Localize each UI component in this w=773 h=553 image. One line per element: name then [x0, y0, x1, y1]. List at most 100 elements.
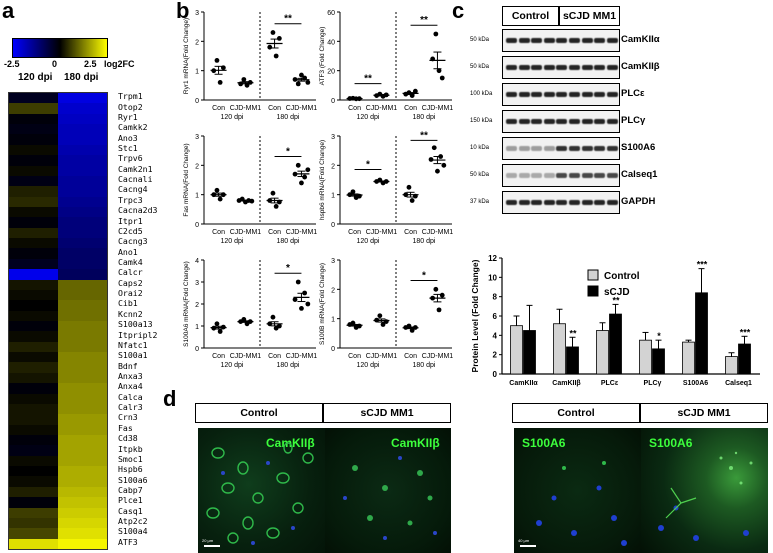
data-point [305, 167, 311, 173]
group-label: 180 dpi [413, 362, 436, 369]
heatmap-gene-label: Trpv6 [118, 153, 143, 164]
wb-band [581, 38, 593, 43]
heatmap-cell [9, 435, 58, 446]
heatmap-cell [9, 269, 58, 281]
heatmap-cell [9, 300, 58, 312]
data-point [217, 329, 223, 334]
heatmap-cell [58, 517, 107, 529]
legend-swatch [587, 285, 599, 297]
data-point [431, 145, 437, 151]
wb-band [518, 38, 530, 43]
heatmap-gene-label: Cacng4 [118, 184, 148, 195]
data-point [292, 297, 298, 302]
wb-protein-label: CamKIIα [621, 34, 660, 45]
y-tick-label: 0 [331, 98, 335, 105]
wb-band [606, 200, 618, 205]
heatmap-cell [58, 362, 107, 374]
heatmap-cell [58, 258, 107, 270]
y-tick-label: 1 [195, 69, 199, 76]
data-point [350, 189, 356, 195]
heatmap-gene-label: Cabp7 [118, 485, 143, 495]
x-tick-label: Con [268, 105, 281, 112]
heatmap-cell [58, 352, 107, 363]
protein-bar-chart: 0 2 4 6 8 10 12 Protein Level (Fold Change) CamK… [470, 254, 760, 387]
y-tick-label: 0 [195, 346, 199, 353]
wb-band [606, 173, 618, 178]
heatmap-color-scale [12, 38, 108, 58]
x-tick-label: CJD-MM1 [422, 105, 454, 112]
heatmap-cell [9, 507, 58, 519]
heatmap-gene-label: Stc1 [118, 143, 138, 153]
heatmap-gene-label: Cacnali [118, 174, 153, 185]
heatmap-gene-label: Crn3 [118, 412, 138, 423]
x-tick-label: Con [268, 229, 281, 236]
heatmap-cell [58, 269, 107, 281]
heatmap-cell [9, 372, 58, 384]
micrograph-label: CamKIIβ [266, 436, 315, 450]
x-tick-label: CJD-MM1 [366, 229, 398, 236]
wb-band [556, 65, 568, 70]
wb-kda-label: 150 kDa [470, 118, 493, 124]
bar [652, 348, 665, 375]
data-point [214, 187, 220, 193]
wb-band [581, 146, 593, 151]
heatmap-cell [9, 517, 58, 529]
data-point [299, 180, 304, 186]
legend-swatch [587, 269, 599, 281]
wb-kda-label: 10 kDa [470, 145, 490, 151]
heatmap-cell [58, 207, 107, 218]
heatmap-cell [9, 424, 58, 436]
wb-band [518, 146, 530, 151]
heatmap-cell [9, 155, 58, 167]
heatmap-gene-label: Camk2n1 [118, 163, 153, 174]
group-label: 180 dpi [277, 238, 300, 245]
wb-protein-label: GAPDH [621, 196, 656, 207]
data-point [377, 313, 383, 319]
bar [639, 339, 652, 375]
data-point [267, 44, 273, 50]
x-tick-label: S100A6 [683, 380, 708, 387]
heatmap-cell [58, 445, 107, 457]
heatmap-cell [9, 93, 58, 104]
wb-band [606, 65, 618, 70]
micro-header-scjd-1: sCJD MM1 [323, 403, 451, 423]
bar [682, 341, 695, 375]
panel-label-c: c [452, 0, 465, 23]
x-tick-label: CJD-MM1 [286, 229, 318, 236]
heatmap-gene-label: Fas [118, 422, 133, 433]
heatmap-gene-label: Otop2 [118, 101, 143, 112]
wb-band [594, 173, 606, 178]
x-tick-label: CJD-MM1 [366, 353, 398, 360]
wb-band [581, 119, 593, 124]
heatmap-cell [9, 258, 58, 270]
heatmap-gene-label: Calca [118, 391, 143, 402]
wb-band [543, 92, 555, 97]
wb-band-row [502, 29, 620, 52]
data-point [436, 68, 442, 74]
y-tick-label: 0 [195, 222, 199, 229]
wb-band [556, 119, 568, 124]
micrograph-scjd-s100a6: S100A6 [641, 428, 768, 553]
scatter-plot: 0 1 2 3 Fas mRNA(Fold Change) Con CJD-MM1 Con CJ… [183, 134, 317, 245]
heatmap-cell [58, 497, 107, 509]
data-point [273, 53, 279, 59]
heatmap-cell [9, 238, 58, 249]
heatmap-cell [9, 248, 58, 260]
heatmap-gene-label: Camk4 [118, 257, 143, 267]
micrograph-control-camkiib: CamKIIβ 20 µm [198, 428, 325, 553]
heatmap-cell [9, 393, 58, 405]
data-point [305, 301, 311, 307]
heatmap-cell [58, 175, 107, 187]
data-point [439, 292, 445, 298]
heatmap-gene-label: Cacna2d3 [118, 205, 158, 216]
heatmap-cell [9, 331, 58, 343]
wb-band [506, 92, 517, 97]
y-tick-label: 1 [331, 193, 335, 200]
heatmap-gene-label: Calcr [118, 267, 143, 278]
heatmap-cell [9, 341, 58, 353]
significance-label: * [366, 159, 370, 170]
heatmap-gene-label: Anxa4 [118, 381, 143, 392]
heatmap-cell [9, 113, 58, 125]
bar [510, 325, 523, 375]
heatmap-gene-label: Trpm1 [118, 91, 143, 102]
